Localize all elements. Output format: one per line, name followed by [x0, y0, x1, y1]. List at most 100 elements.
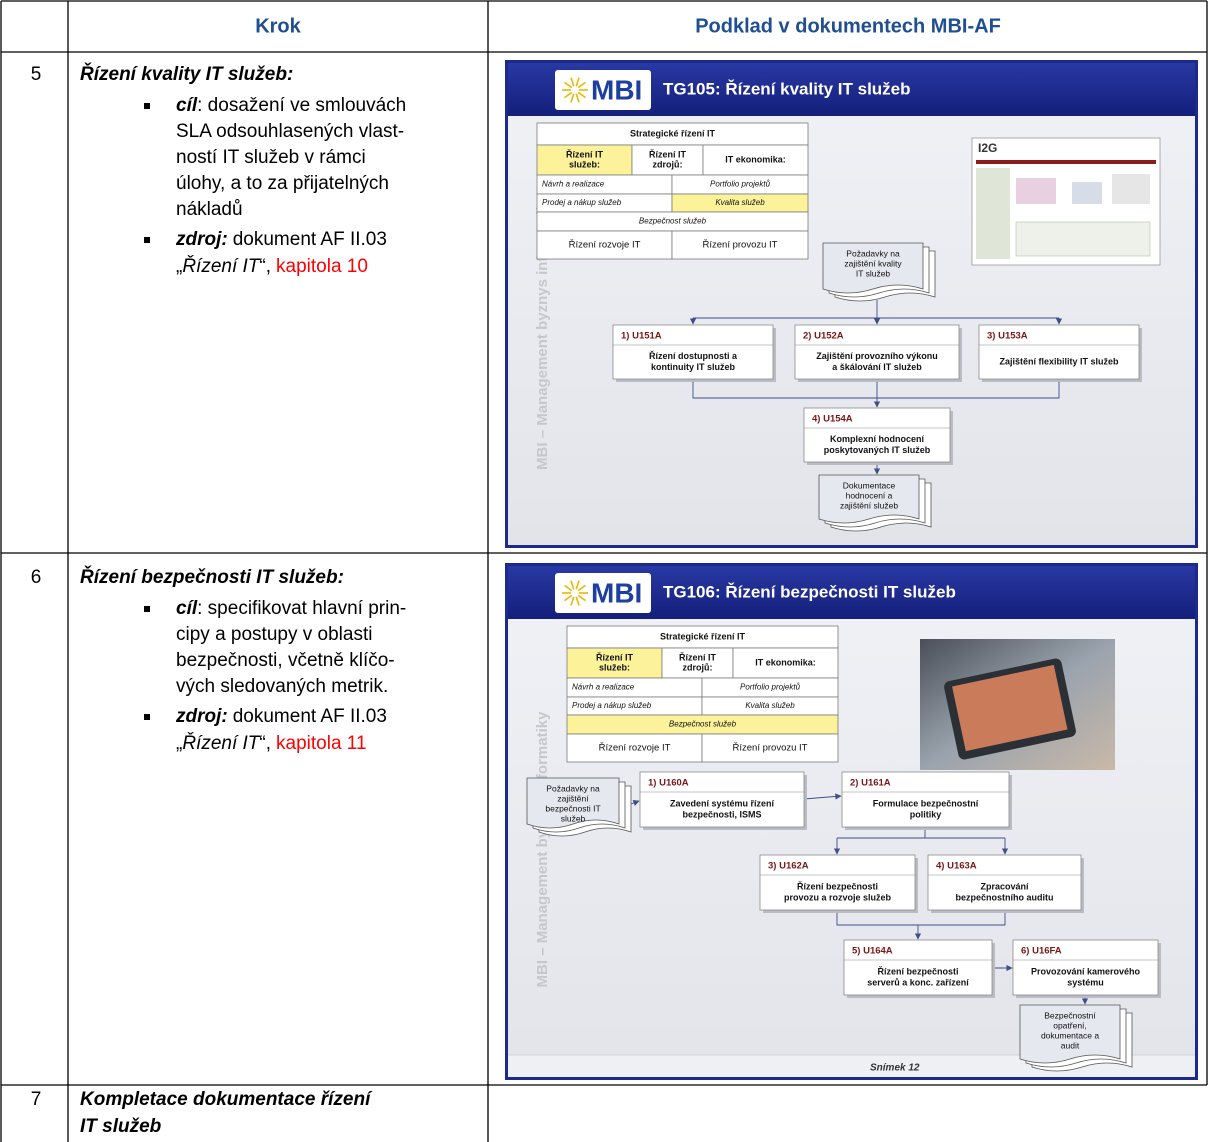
photo-screen — [952, 664, 1068, 752]
logo-ray — [564, 91, 573, 99]
document-label: služeb — [561, 813, 586, 823]
task-label: systému — [1067, 977, 1104, 987]
quote: „ — [176, 733, 182, 754]
quote: “, — [259, 256, 271, 277]
task-box — [612, 324, 774, 380]
matrix-label: služeb: — [569, 159, 600, 169]
task-id: 2) U152A — [803, 331, 844, 342]
screenshot-panel — [1072, 182, 1102, 204]
task-label: Řízení dostupnosti a — [649, 350, 738, 361]
chapter-link: kapitola 11 — [276, 733, 367, 754]
goal-line: cipy a postupy v oblasti — [176, 624, 372, 645]
task-label: Formulace bezpečnostní — [873, 798, 979, 808]
document-label: Bezpečnostní — [1044, 1010, 1096, 1020]
step-number: 6 — [31, 567, 42, 588]
task-box — [978, 324, 1140, 380]
task-box — [1012, 939, 1159, 996]
chapter-link: kapitola 10 — [276, 256, 368, 277]
logo-ray — [577, 584, 586, 592]
goal-label: cíl — [176, 598, 198, 619]
matrix-label: Řízení rozvoje IT — [569, 240, 641, 251]
matrix-cell — [536, 144, 633, 176]
bullet — [144, 606, 150, 612]
slide: MBI TG106: Řízení bezpečnosti IT služeb MB… — [505, 563, 1198, 1080]
document-label: zajištění služeb — [840, 500, 898, 510]
screenshot-sidebar — [976, 168, 1010, 259]
document-page — [1019, 1004, 1121, 1064]
slide: MBI TG105: Řízení kvality IT služeb MBI – … — [505, 60, 1198, 548]
document-label: Požadavky na — [546, 783, 600, 793]
step-number: 5 — [31, 64, 42, 85]
matrix-label: Návrh a realizace — [542, 180, 605, 189]
goal-line: cíl: specifikovat hlavní prin- — [176, 598, 406, 619]
matrix-cell — [702, 144, 809, 176]
slide-title: TG105: Řízení kvality IT služeb — [663, 79, 911, 98]
side-text: MBI – Management byznys informatiky — [534, 711, 551, 988]
matrix-cell — [701, 733, 839, 763]
goal-line: úlohy, a to za přijatelných — [176, 173, 389, 194]
matrix-label: služeb: — [599, 662, 630, 672]
matrix-label: Portfolio projektů — [710, 180, 771, 189]
task-label: politiky — [910, 809, 942, 819]
bullet — [144, 714, 150, 720]
task-label: bezpečnosti, ISMS — [682, 809, 761, 819]
step-title: IT služeb — [80, 1116, 162, 1137]
task-label: Zpracování — [980, 881, 1029, 891]
logo-ray — [564, 584, 573, 592]
step-number: 7 — [31, 1089, 42, 1110]
document-page — [822, 242, 924, 294]
logo-ray — [577, 81, 586, 89]
task-label: Komplexní hodnocení — [830, 434, 925, 444]
logo-ray — [570, 596, 575, 606]
matrix-label: Bezpečnost služeb — [669, 720, 737, 729]
bullet — [144, 237, 150, 243]
matrix-label: IT ekonomika: — [755, 657, 816, 667]
task-box — [803, 407, 951, 463]
task-id: 3) U162A — [768, 861, 809, 872]
logo-ray — [575, 93, 580, 103]
step-title: Řízení bezpečnosti IT služeb: — [80, 566, 344, 588]
logo-ray — [564, 81, 573, 89]
flow-arrow — [630, 800, 640, 806]
source-line: „Řízení IT“, kapitola 11 — [176, 732, 367, 754]
matrix-cell — [732, 647, 839, 679]
task-label: poskytovaných IT služeb — [824, 445, 931, 455]
matrix-cell — [536, 230, 673, 260]
screenshot-panel — [1016, 178, 1056, 204]
logo: MBI — [591, 577, 642, 608]
task-label: Provozování kamerového — [1031, 966, 1141, 976]
matrix-cell — [566, 647, 663, 679]
logo-ray — [575, 77, 580, 87]
task-id: 6) U16FA — [1021, 946, 1062, 957]
matrix-label: zdrojů: — [653, 159, 683, 169]
logo-ray — [570, 77, 575, 87]
document-name: Řízení IT — [182, 732, 260, 754]
logo-ray — [575, 580, 580, 590]
column-header: Podklad v dokumentech MBI-AF — [695, 15, 1001, 37]
goal-text: : dosažení ve smlouvách — [197, 95, 406, 116]
step-title: Řízení kvality IT služeb: — [80, 63, 293, 85]
goal-line: cíl: dosažení ve smlouvách — [176, 95, 406, 116]
source-line: „Řízení IT“, kapitola 10 — [176, 255, 368, 277]
logo-ray — [575, 596, 580, 606]
matrix-label: zdrojů: — [683, 662, 713, 672]
slide-border — [505, 60, 1198, 548]
logo-ray — [577, 91, 586, 99]
task-box — [639, 771, 805, 828]
quote: “, — [259, 733, 271, 754]
task-label: Řízení bezpečnosti — [877, 965, 958, 976]
matrix-label: Řízení rozvoje IT — [599, 743, 671, 754]
matrix-label: Prodej a nákup služeb — [572, 701, 652, 710]
matrix-label: Řízení IT — [596, 651, 634, 662]
goal-line: vých sledovaných metrik. — [176, 676, 388, 697]
task-label: provozu a rozvoje služeb — [784, 892, 892, 902]
matrix-label: Řízení IT — [649, 148, 687, 159]
slide-title: TG106: Řízení bezpečnosti IT služeb — [663, 582, 956, 601]
task-box — [759, 854, 916, 911]
document-label: Dokumentace — [843, 480, 896, 490]
source-text: dokument AF II.03 — [233, 229, 387, 250]
task-label: Zajištění flexibility IT služeb — [999, 356, 1119, 366]
task-id: 3) U153A — [987, 331, 1028, 342]
